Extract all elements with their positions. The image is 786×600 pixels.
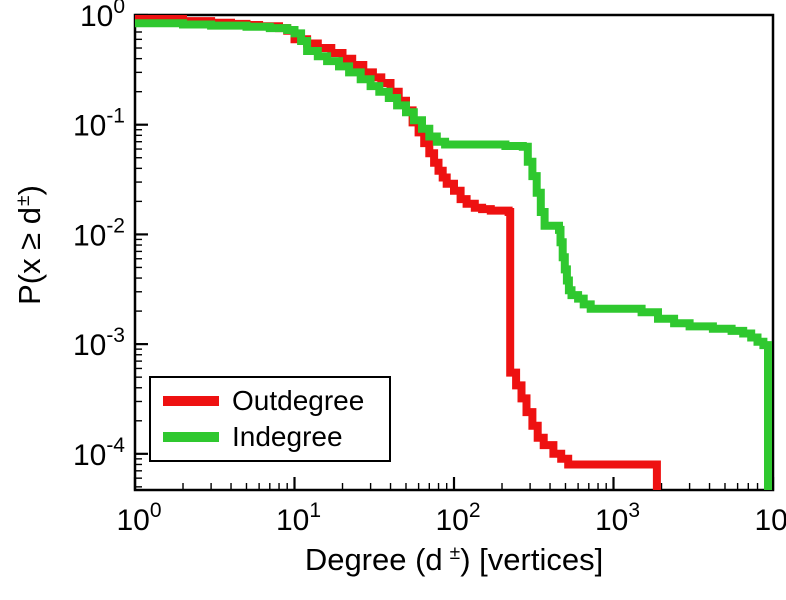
- x-axis-label-text: Degree (d: [304, 542, 443, 577]
- x-axis-label: Degree (d ±) [vertices]: [135, 542, 773, 578]
- tick-label-y--4: 10-4: [73, 434, 125, 472]
- legend: Outdegree Indegree: [149, 376, 391, 462]
- tick-label-y-0: 100: [80, 0, 125, 33]
- y-axis-label-sup: ±: [12, 195, 34, 206]
- tick-label-x-1: 101: [276, 499, 321, 537]
- tick-label-x-3: 103: [595, 499, 640, 537]
- y-axis-label-text: P(x ≥ d: [12, 206, 47, 305]
- series-line-indegree: [135, 19, 772, 490]
- outdegree-line-swatch: [163, 395, 219, 406]
- indegree-line-swatch: [163, 432, 219, 443]
- y-axis-label: P(x ≥ d±): [12, 185, 48, 305]
- tick-label-x-4: 104: [754, 499, 786, 537]
- x-axis-label-close: ) [vertices]: [460, 542, 604, 577]
- tick-label-y--3: 10-3: [73, 324, 125, 362]
- legend-item-outdegree: Outdegree: [163, 384, 389, 416]
- legend-item-indegree: Indegree: [163, 423, 389, 451]
- tick-label-x-0: 100: [116, 499, 161, 537]
- y-axis-label-close: ): [12, 185, 47, 196]
- legend-label-outdegree: Outdegree: [232, 384, 365, 416]
- tick-label-y--1: 10-1: [73, 105, 125, 143]
- tick-label-y--2: 10-2: [73, 214, 125, 252]
- x-axis-label-sup: ±: [449, 542, 461, 564]
- legend-label-indegree: Indegree: [232, 421, 343, 453]
- tick-label-x-2: 102: [435, 499, 480, 537]
